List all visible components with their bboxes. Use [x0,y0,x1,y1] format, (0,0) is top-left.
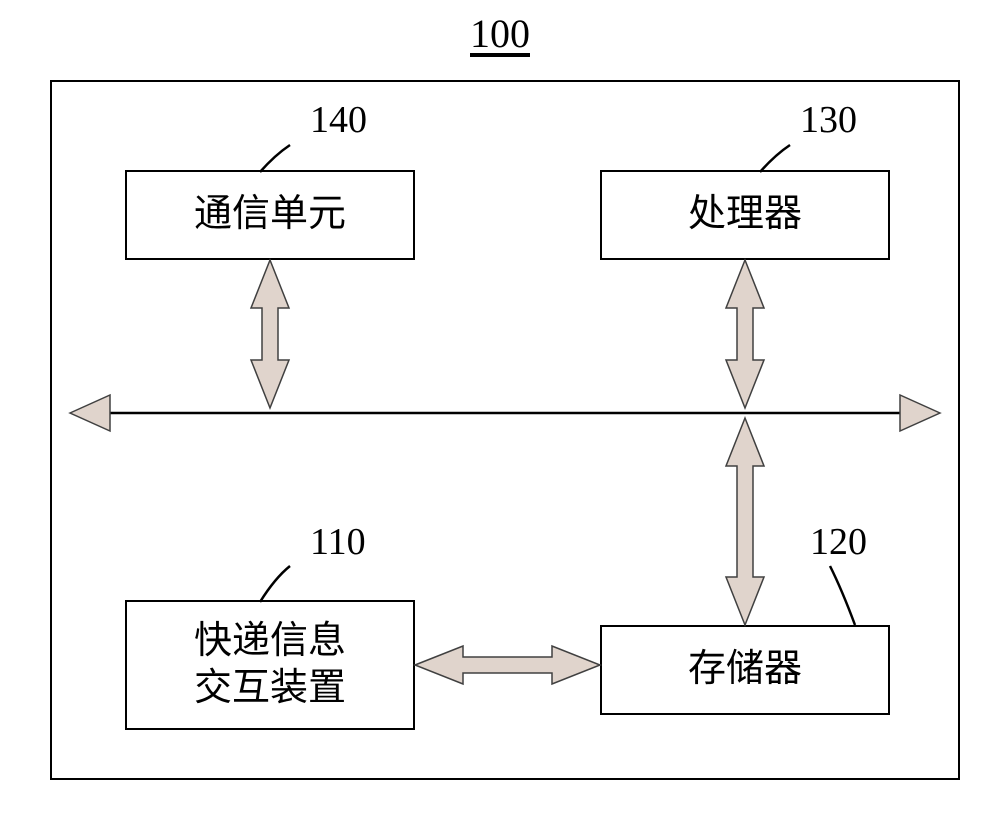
connector-h110-120 [0,0,1000,818]
diagram-canvas: 100 通信单元140处理器130快递信息交互装置110存储器120 [0,0,1000,818]
